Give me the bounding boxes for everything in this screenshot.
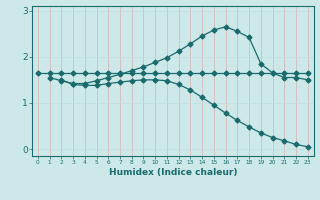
X-axis label: Humidex (Indice chaleur): Humidex (Indice chaleur)	[108, 168, 237, 177]
